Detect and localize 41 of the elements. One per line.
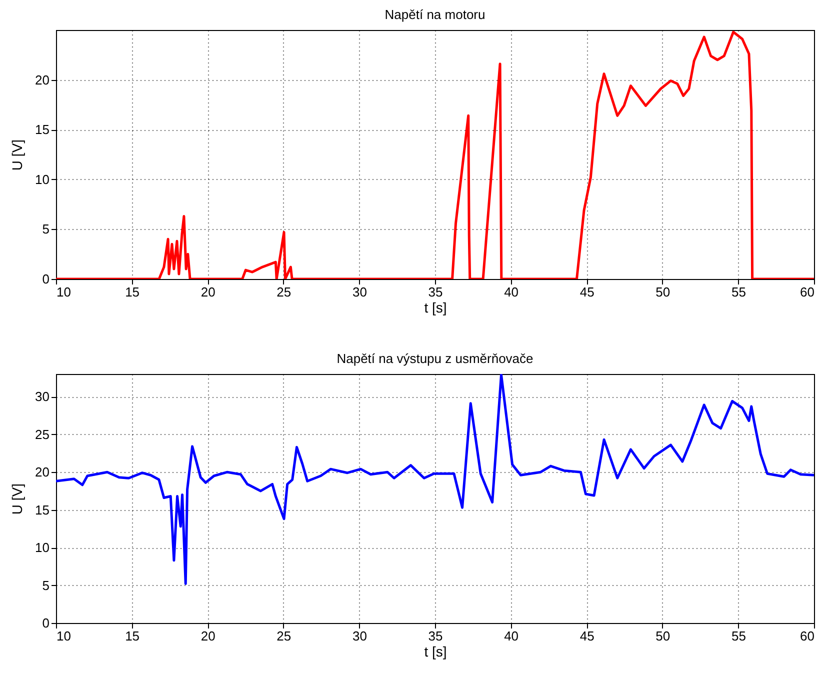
y-tick-label: 25 xyxy=(35,426,50,442)
x-tick-label: 55 xyxy=(731,628,746,644)
x-tick-label: 20 xyxy=(200,628,216,644)
x-tick-label: 15 xyxy=(125,284,140,300)
x-tick-label: 55 xyxy=(731,284,746,300)
y-axis-title: U [V] xyxy=(9,139,26,171)
x-tick-label: 25 xyxy=(276,284,292,300)
x-tick-label: 25 xyxy=(276,628,292,644)
y-tick-label: 15 xyxy=(35,122,50,138)
x-tick-label: 20 xyxy=(200,284,216,300)
y-tick-label: 15 xyxy=(35,502,50,518)
x-tick-label: 10 xyxy=(56,628,71,644)
x-axis-title: t [s] xyxy=(424,644,447,660)
y-tick-label: 5 xyxy=(42,222,50,237)
y-tick-label: 0 xyxy=(42,616,50,630)
x-tick-label: 35 xyxy=(428,284,443,300)
x-tick-label: 30 xyxy=(352,628,367,644)
x-tick-label: 40 xyxy=(504,284,519,300)
y-tick-label: 10 xyxy=(35,540,50,556)
x-tick-label: 40 xyxy=(504,628,519,644)
y-tick-label: 20 xyxy=(35,72,50,88)
x-tick-label: 45 xyxy=(580,284,594,300)
y-tick-label: 10 xyxy=(35,172,50,187)
y-tick-label: 0 xyxy=(42,272,50,286)
x-tick-label: 50 xyxy=(656,628,670,644)
chart-title: Napětí na motoru xyxy=(384,7,486,22)
x-tick-label: 10 xyxy=(56,284,71,300)
y-tick-label: 30 xyxy=(35,389,50,404)
x-tick-label: 50 xyxy=(656,284,670,300)
y-axis-title: U [V] xyxy=(9,483,26,515)
y-tick-label: 20 xyxy=(35,464,50,480)
x-tick-label: 30 xyxy=(352,284,367,300)
line-series xyxy=(56,374,814,586)
y-tick-label: 5 xyxy=(42,578,50,593)
chart-title: Napětí na výstupu z usměrňovače xyxy=(336,351,534,366)
x-tick-label: 45 xyxy=(580,628,594,644)
x-tick-label: 60 xyxy=(800,284,814,300)
x-axis-title: t [s] xyxy=(424,300,447,316)
x-tick-label: 35 xyxy=(428,628,443,644)
x-tick-label: 60 xyxy=(800,628,814,644)
x-tick-label: 15 xyxy=(125,628,140,644)
